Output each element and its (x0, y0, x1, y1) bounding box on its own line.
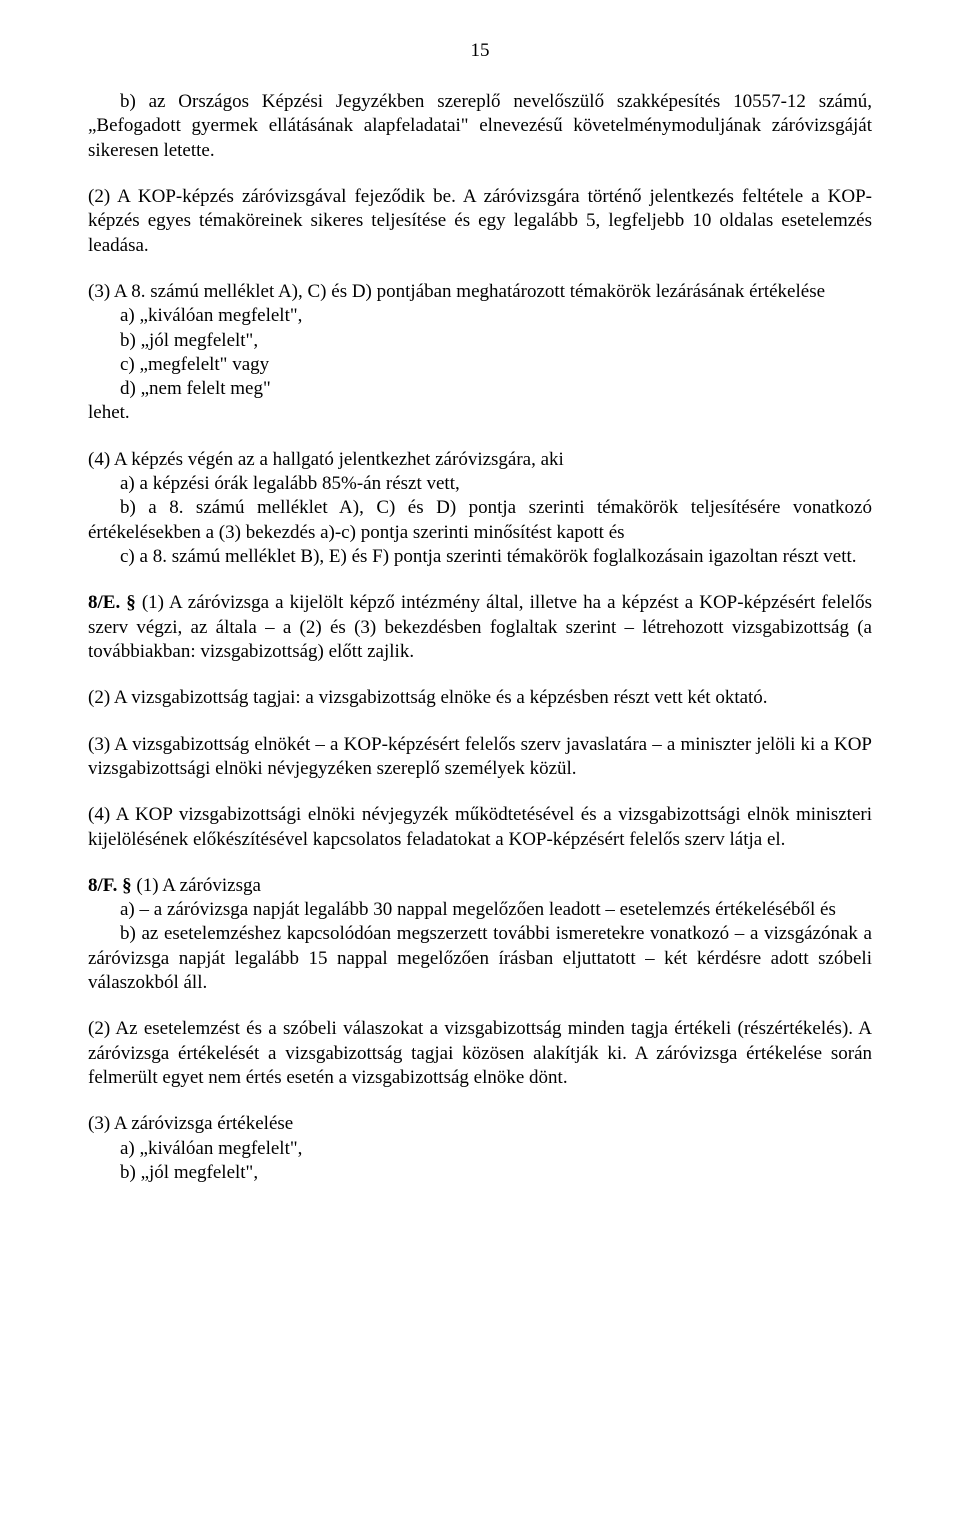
paragraph-3-b: b) „jól megfelelt", (88, 329, 872, 353)
paragraph-4-lead: (4) A képzés végén az a hallgató jelentk… (88, 449, 564, 470)
paragraph-8f-3-list: a) „kiválóan megfelelt", b) „jól megfele… (88, 1137, 872, 1186)
paragraph-3-lead: (3) A 8. számú melléklet A), C) és D) po… (88, 281, 825, 302)
section-8e-head: 8/E. § (88, 592, 136, 613)
paragraph-3-a: a) „kiválóan megfelelt", (88, 304, 872, 328)
paragraph-8f-3: (3) A záróvizsga értékelése a) „kiválóan… (88, 1112, 872, 1185)
section-8f-head: 8/F. § (88, 875, 132, 896)
paragraph-8f-1: 8/F. § (1) A záróvizsga a) – a záróvizsg… (88, 874, 872, 996)
paragraph-8e-2: (2) A vizsgabizottság tagjai: a vizsgabi… (88, 686, 872, 710)
paragraph-3: (3) A 8. számú melléklet A), C) és D) po… (88, 280, 872, 426)
paragraph-8f-1-list: a) – a záróvizsga napját legalább 30 nap… (88, 898, 872, 995)
paragraph-4-list: a) a képzési órák legalább 85%-án részt … (88, 472, 872, 569)
paragraph-8e-3: (3) A vizsgabizottság elnökét – a KOP-ké… (88, 733, 872, 782)
paragraph-8f-3-a: a) „kiválóan megfelelt", (88, 1137, 872, 1161)
paragraph-1b: b) az Országos Képzési Jegyzékben szerep… (88, 90, 872, 163)
section-8e-body: (1) A záróvizsga a kijelölt képző intézm… (88, 592, 872, 662)
paragraph-8f-3-b: b) „jól megfelelt", (88, 1161, 872, 1185)
paragraph-3-c: c) „megfelelt" vagy (88, 353, 872, 377)
section-8f-body: (1) A záróvizsga (132, 875, 261, 896)
paragraph-4: (4) A képzés végén az a hallgató jelentk… (88, 448, 872, 570)
paragraph-8e-1: 8/E. § (1) A záróvizsga a kijelölt képző… (88, 591, 872, 664)
paragraph-8f-1-a: a) – a záróvizsga napját legalább 30 nap… (88, 898, 872, 922)
paragraph-2: (2) A KOP-képzés záróvizsgával fejeződik… (88, 185, 872, 258)
paragraph-4-a: a) a képzési órák legalább 85%-án részt … (88, 472, 872, 496)
paragraph-3-list: a) „kiválóan megfelelt", b) „jól megfele… (88, 304, 872, 401)
page-number: 15 (88, 40, 872, 62)
document-page: 15 b) az Országos Képzési Jegyzékben sze… (0, 0, 960, 1525)
paragraph-8f-3-lead: (3) A záróvizsga értékelése (88, 1113, 293, 1134)
paragraph-8e-4: (4) A KOP vizsgabizottsági elnöki névjeg… (88, 803, 872, 852)
paragraph-3-d: d) „nem felelt meg" (88, 377, 872, 401)
paragraph-8f-2: (2) Az esetelemzést és a szóbeli válaszo… (88, 1017, 872, 1090)
paragraph-4-b: b) a 8. számú melléklet A), C) és D) pon… (88, 496, 872, 545)
paragraph-8f-1-b: b) az esetelemzéshez kapcsolódóan megsze… (88, 922, 872, 995)
paragraph-4-c: c) a 8. számú melléklet B), E) és F) pon… (88, 545, 872, 569)
paragraph-3-tail: lehet. (88, 402, 130, 423)
